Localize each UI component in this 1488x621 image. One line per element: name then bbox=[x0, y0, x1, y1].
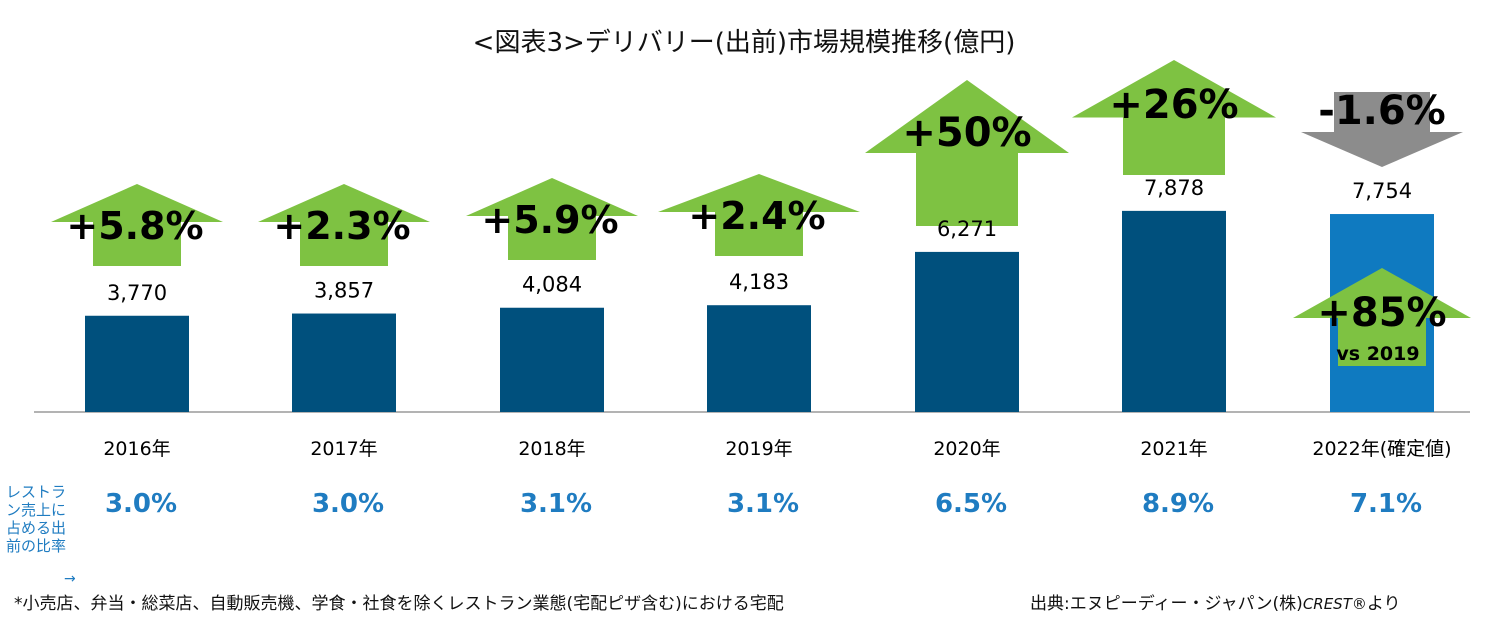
footnote: *小売店、弁当・総菜店、自動販売機、学食・社食を除くレストラン業態(宅配ピザ含む… bbox=[14, 594, 784, 614]
growth-label: +5.8% bbox=[66, 204, 203, 248]
x-tick-label: 2017年 bbox=[310, 438, 377, 460]
growth-arrow-down-icon bbox=[1301, 92, 1463, 167]
growth-label: +5.9% bbox=[481, 198, 618, 242]
delivery-ratio-value: 6.5% bbox=[935, 489, 1007, 519]
source-brand: CREST® bbox=[1302, 595, 1367, 613]
delivery-ratio-value: 3.0% bbox=[105, 489, 177, 519]
source-prefix: 出典:エヌピーディー・ジャパン(株) bbox=[1030, 594, 1303, 614]
bar bbox=[85, 315, 189, 412]
source-note: 出典:エヌピーディー・ジャパン(株)CREST®より bbox=[1030, 589, 1401, 614]
bar-value-label: 3,857 bbox=[314, 279, 374, 303]
chart-title: <図表3>デリバリー(出前)市場規模推移(億円) bbox=[472, 28, 1016, 58]
growth-arrow-up-icon bbox=[466, 178, 638, 260]
delivery-ratio-value: 3.1% bbox=[520, 489, 592, 519]
bar-value-label: 3,770 bbox=[107, 281, 167, 305]
growth-label: +26% bbox=[1109, 82, 1238, 128]
vs2019-sublabel: vs 2019 bbox=[1336, 343, 1419, 365]
x-tick-label: 2022年(確定値) bbox=[1312, 438, 1451, 460]
bar-value-label: 7,754 bbox=[1352, 179, 1412, 203]
x-tick-label: 2019年 bbox=[725, 438, 792, 460]
growth-arrow-up-icon bbox=[1072, 60, 1276, 175]
bar-value-label: 7,878 bbox=[1144, 176, 1204, 200]
vs2019-growth-label: +85% bbox=[1317, 290, 1446, 336]
growth-arrow-up-icon bbox=[658, 174, 860, 256]
growth-label: -1.6% bbox=[1318, 88, 1446, 134]
vs2019-arrow-up-icon bbox=[1293, 268, 1471, 366]
growth-arrow-up-icon bbox=[258, 184, 430, 266]
x-tick-label: 2020年 bbox=[933, 438, 1000, 460]
growth-arrow-up-icon bbox=[865, 80, 1069, 226]
bar bbox=[292, 313, 396, 412]
delivery-ratio-value: 7.1% bbox=[1350, 489, 1422, 519]
bar-value-label: 4,084 bbox=[522, 273, 582, 297]
bar bbox=[707, 305, 811, 412]
bar bbox=[500, 307, 604, 412]
growth-label: +2.4% bbox=[688, 194, 825, 238]
delivery-ratio-row-label: レストラン売上に占める出前の比率 bbox=[6, 483, 67, 555]
bar bbox=[915, 251, 1019, 412]
delivery-ratio-value: 8.9% bbox=[1142, 489, 1214, 519]
x-tick-label: 2016年 bbox=[103, 438, 170, 460]
bar bbox=[1122, 210, 1226, 412]
right-arrow-icon: → bbox=[64, 571, 76, 587]
source-suffix: より bbox=[1366, 594, 1401, 614]
bar-value-label: 4,183 bbox=[729, 270, 789, 294]
delivery-ratio-value: 3.1% bbox=[727, 489, 799, 519]
growth-label: +50% bbox=[902, 110, 1031, 156]
x-tick-label: 2018年 bbox=[518, 438, 585, 460]
bar-value-label: 6,271 bbox=[937, 217, 997, 241]
growth-label: +2.3% bbox=[273, 204, 410, 248]
x-tick-label: 2021年 bbox=[1140, 438, 1207, 460]
growth-arrow-up-icon bbox=[51, 184, 223, 266]
delivery-ratio-value: 3.0% bbox=[312, 489, 384, 519]
